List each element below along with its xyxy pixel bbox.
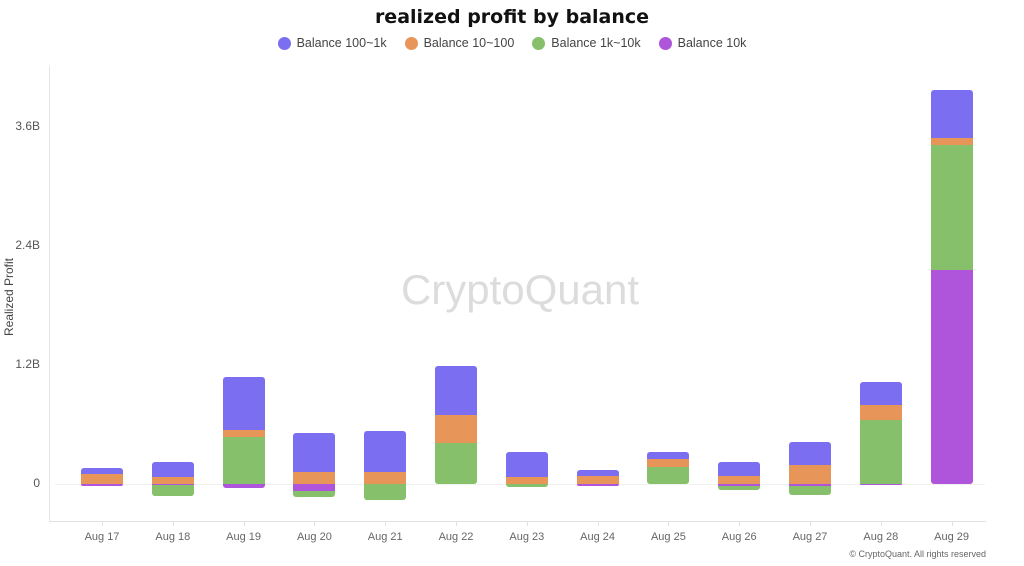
y-tick: 1.2B [15, 357, 40, 371]
bar-segment[interactable] [435, 365, 477, 415]
bar-segment[interactable] [293, 490, 336, 497]
legend-dot-icon [404, 36, 418, 50]
legend-dot-icon [532, 36, 546, 50]
y-axis-line [49, 66, 50, 522]
y-tick: 2.4B [15, 238, 40, 252]
x-tick-mark [385, 521, 387, 526]
x-tick: Aug 29 [934, 531, 970, 543]
x-tick-mark [810, 521, 811, 526]
x-tick: Aug 24 [580, 531, 616, 543]
bar-segment[interactable] [718, 485, 761, 490]
bar-segment[interactable] [293, 472, 336, 484]
legend-label: Balance 100~1k [296, 36, 387, 50]
bar-segment[interactable] [505, 484, 548, 487]
legend-label: Balance 10~100 [423, 36, 515, 50]
legend-label: Balance 1k~10k [551, 36, 641, 50]
bar-segment[interactable] [505, 452, 548, 478]
bar-segment[interactable] [718, 476, 761, 484]
x-tick: Aug 17 [84, 531, 120, 543]
x-tick-mark [597, 521, 599, 526]
bar-segment[interactable] [364, 431, 407, 473]
x-tick: Aug 20 [296, 531, 332, 543]
legend-label: Balance 10k [677, 36, 747, 50]
legend: Balance 100~1k Balance 10~100 Balance 1k… [0, 36, 1024, 50]
bar-segment[interactable] [647, 459, 690, 468]
bar-segment[interactable] [222, 430, 265, 438]
bar-segment[interactable] [364, 472, 407, 484]
x-tick: Aug 18 [155, 531, 191, 543]
bar-segment[interactable] [859, 404, 902, 420]
x-axis-line [49, 521, 986, 522]
watermark: CryptoQuant [400, 266, 640, 313]
x-tick: Aug 22 [438, 531, 474, 543]
x-tick: Aug 27 [792, 531, 828, 543]
bar-segment[interactable] [789, 442, 831, 466]
bar-segment[interactable] [364, 484, 407, 500]
x-tick-mark [314, 521, 316, 526]
bar-segment[interactable] [789, 485, 831, 495]
bar-segment[interactable] [718, 462, 761, 477]
x-tick: Aug 19 [226, 531, 262, 543]
copyright-notice: © CryptoQuant. All rights reserved [849, 549, 986, 559]
bar-segment[interactable] [293, 484, 336, 491]
legend-dot-icon [277, 36, 291, 50]
bar-segment[interactable] [293, 433, 336, 473]
bar-segment[interactable] [81, 484, 123, 486]
x-tick: Aug 21 [367, 531, 403, 543]
bar-segment[interactable] [576, 470, 619, 477]
bar-segment[interactable] [222, 484, 265, 488]
bar-segment[interactable] [151, 484, 194, 485]
bar-segment[interactable] [81, 468, 123, 475]
bar-segment[interactable] [576, 484, 619, 486]
bar-segment[interactable] [859, 484, 902, 485]
bar-segment[interactable] [505, 477, 548, 484]
bar-segment[interactable] [576, 476, 619, 484]
legend-item-1k-10k[interactable]: Balance 1k~10k [532, 36, 641, 50]
bar-segment[interactable] [435, 443, 477, 484]
bar-segment[interactable] [930, 90, 973, 138]
bar-segment[interactable] [151, 462, 194, 478]
legend-item-100-1k[interactable]: Balance 100~1k [277, 36, 387, 50]
bar-segment[interactable] [718, 484, 761, 486]
x-tick-mark [739, 521, 741, 526]
legend-dot-icon [658, 36, 672, 50]
x-tick-mark [526, 521, 528, 526]
chart-title: realized profit by balance [374, 6, 650, 28]
bar-segment[interactable] [789, 484, 831, 486]
x-tick-mark [880, 521, 882, 526]
bar-segment[interactable] [789, 465, 831, 484]
x-tick: Aug 28 [863, 531, 899, 543]
bar-segment[interactable] [222, 437, 265, 484]
bar-segment[interactable] [930, 269, 973, 484]
bar-segment[interactable] [647, 467, 690, 484]
legend-item-10k[interactable]: Balance 10k [658, 36, 747, 50]
x-tick-mark [102, 521, 103, 526]
x-tick-mark [172, 521, 174, 526]
bar-segment[interactable] [151, 477, 194, 484]
bar-segment[interactable] [222, 376, 265, 431]
x-tick: Aug 26 [721, 531, 757, 543]
bar-segment[interactable] [151, 484, 194, 496]
x-tick-mark [243, 521, 245, 526]
y-tick: 3.6B [15, 119, 40, 133]
y-tick: 0 [33, 476, 40, 490]
bar-segment[interactable] [930, 137, 973, 145]
bar-segment[interactable] [81, 474, 123, 484]
bar-segment[interactable] [859, 419, 902, 484]
bar-segment[interactable] [435, 414, 477, 444]
legend-item-10-100[interactable]: Balance 10~100 [404, 36, 515, 50]
x-tick: Aug 25 [650, 531, 686, 543]
x-tick: Aug 23 [509, 531, 545, 543]
x-tick-mark [456, 521, 457, 526]
x-tick-mark [951, 521, 953, 526]
bar-segment[interactable] [859, 381, 902, 405]
x-tick-mark [668, 521, 670, 526]
bar-segment[interactable] [930, 144, 973, 270]
bar-segment[interactable] [647, 452, 690, 460]
